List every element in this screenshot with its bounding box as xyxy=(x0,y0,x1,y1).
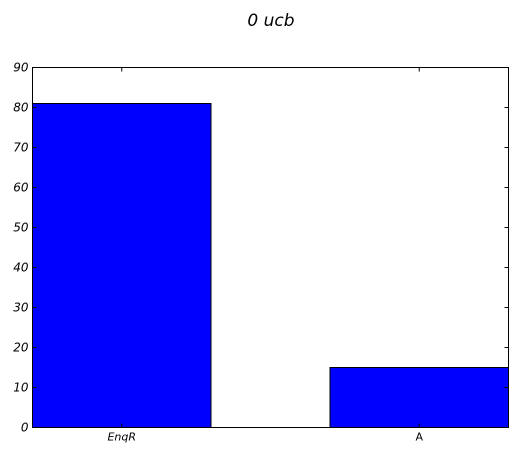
y-tick-label: 90 xyxy=(13,61,29,75)
y-tick-label: 60 xyxy=(13,181,29,195)
y-tick-label: 50 xyxy=(13,221,29,235)
y-tick-label: 80 xyxy=(13,101,29,115)
bars-group xyxy=(32,103,509,428)
y-tick-label: 30 xyxy=(13,301,29,315)
chart-title: 0 ucb xyxy=(247,11,294,31)
bar-enqr xyxy=(32,103,212,428)
y-tick-label: 40 xyxy=(13,261,29,275)
y-axis: 0 10 20 30 40 50 60 70 80 90 xyxy=(13,61,509,435)
y-tick-label: 10 xyxy=(13,381,29,395)
y-tick-label: 20 xyxy=(13,341,29,355)
bar-a xyxy=(329,367,509,428)
plot-frame xyxy=(32,67,509,428)
y-tick-label: 0 xyxy=(21,421,29,435)
x-tick-label-enqr: EnqR xyxy=(107,431,136,444)
x-tick-label-a: A xyxy=(415,431,423,444)
y-tick-label: 70 xyxy=(13,141,29,155)
x-axis: EnqR A xyxy=(107,67,423,444)
